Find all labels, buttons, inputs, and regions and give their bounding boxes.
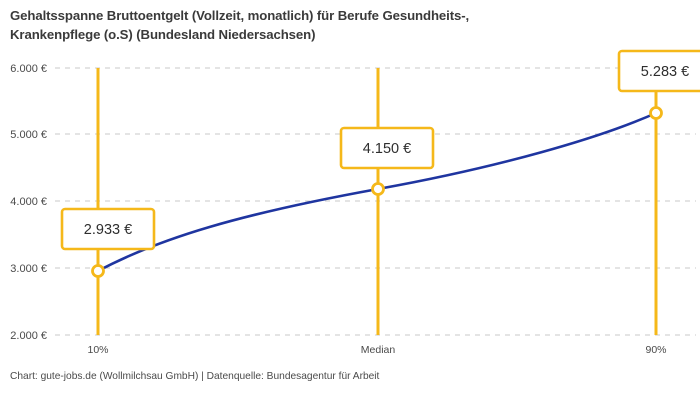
callout-median: 4.150 € <box>339 126 435 170</box>
y-tick-label-2000: 2.000 € <box>10 330 47 342</box>
chart-title: Gehaltsspanne Bruttoentgelt (Vollzeit, m… <box>10 8 470 42</box>
y-tick-label-3000: 3.000 € <box>10 263 47 275</box>
vertical-rules <box>96 68 658 335</box>
callout-box-median <box>339 126 435 170</box>
x-tick-label-90pct: 90% <box>645 344 666 356</box>
callout-value-10pct: 2.933 € <box>84 222 132 238</box>
y-tick-label-4000: 4.000 € <box>10 196 47 208</box>
y-tick-label-6000: 6.000 € <box>10 63 47 75</box>
gridlines <box>55 67 696 336</box>
data-point-90pct[interactable] <box>649 106 663 120</box>
x-tick-label-10pct: 10% <box>87 344 108 356</box>
y-axis-labels: 6.000 € 5.000 € 4.000 € 3.000 € 2.000 € <box>10 63 47 342</box>
data-point-10pct[interactable] <box>91 264 105 278</box>
callout-10pct: 2.933 € <box>60 207 156 251</box>
x-tick-label-median: Median <box>361 344 396 356</box>
callout-box-10pct <box>60 207 156 251</box>
callout-box-90pct <box>617 49 700 93</box>
data-point-median[interactable] <box>371 182 385 196</box>
callout-90pct: 5.283 € <box>617 49 700 93</box>
x-axis-labels: 10% Median 90% <box>87 344 666 356</box>
callout-value-90pct: 5.283 € <box>641 64 689 80</box>
callout-value-median: 4.150 € <box>363 141 411 157</box>
chart-source-note: Chart: gute-jobs.de (Wollmilchsau GmbH) … <box>10 371 380 382</box>
y-tick-label-5000: 5.000 € <box>10 129 47 141</box>
data-point-markers <box>91 106 663 278</box>
